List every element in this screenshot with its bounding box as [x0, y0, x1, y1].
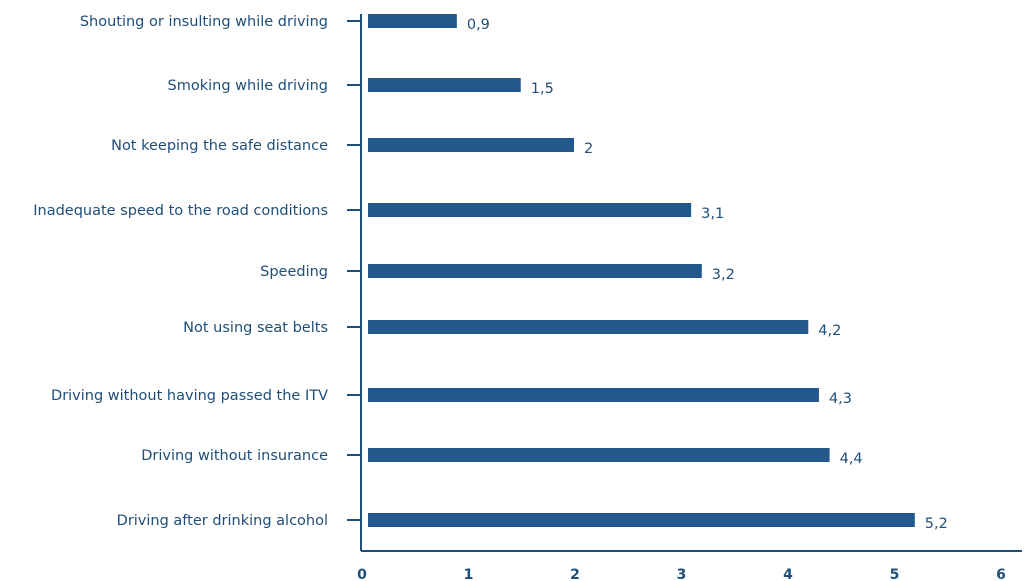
chart-bars — [368, 14, 915, 527]
bar — [368, 388, 819, 402]
category-labels: Shouting or insulting while driving Smoki… — [33, 14, 328, 529]
bar — [368, 78, 521, 92]
data-label: 0,9 — [467, 17, 490, 33]
data-label: 2 — [584, 141, 593, 157]
category-label: Inadequate speed to the road conditions — [33, 203, 328, 219]
bar — [368, 320, 809, 334]
category-label: Driving after drinking alcohol — [117, 513, 328, 529]
x-tick-label: 2 — [570, 567, 580, 581]
data-label: 5,2 — [925, 516, 948, 532]
bar — [368, 14, 457, 28]
x-tick-label: 6 — [996, 567, 1006, 581]
data-label: 4,2 — [818, 323, 841, 339]
category-label: Not keeping the safe distance — [111, 138, 328, 154]
category-label: Shouting or insulting while driving — [80, 14, 328, 30]
x-tick-label: 0 — [357, 567, 367, 581]
category-label: Smoking while driving — [168, 78, 328, 94]
category-label: Driving without having passed the ITV — [51, 388, 328, 404]
bar — [368, 264, 702, 278]
x-tick-label: 4 — [783, 567, 793, 581]
value-labels: 0,9 1,5 2 3,1 3,2 4,2 4,3 4,4 5,2 — [467, 17, 948, 532]
data-label: 4,3 — [829, 391, 852, 407]
category-label: Speeding — [260, 264, 328, 280]
bar — [368, 203, 692, 217]
category-label: Driving without insurance — [141, 448, 328, 464]
x-axis-tick-labels: 0 1 2 3 4 5 6 — [357, 567, 1006, 581]
data-label: 3,1 — [701, 206, 724, 222]
x-tick-label: 3 — [677, 567, 687, 581]
chart-axes — [347, 14, 1022, 552]
data-label: 1,5 — [531, 81, 554, 97]
x-tick-label: 5 — [890, 567, 900, 581]
bar — [368, 513, 915, 527]
bar — [368, 138, 574, 152]
bar — [368, 448, 830, 462]
x-tick-label: 1 — [464, 567, 474, 581]
category-label: Not using seat belts — [183, 320, 328, 336]
data-label: 3,2 — [712, 267, 735, 283]
data-label: 4,4 — [840, 451, 863, 467]
